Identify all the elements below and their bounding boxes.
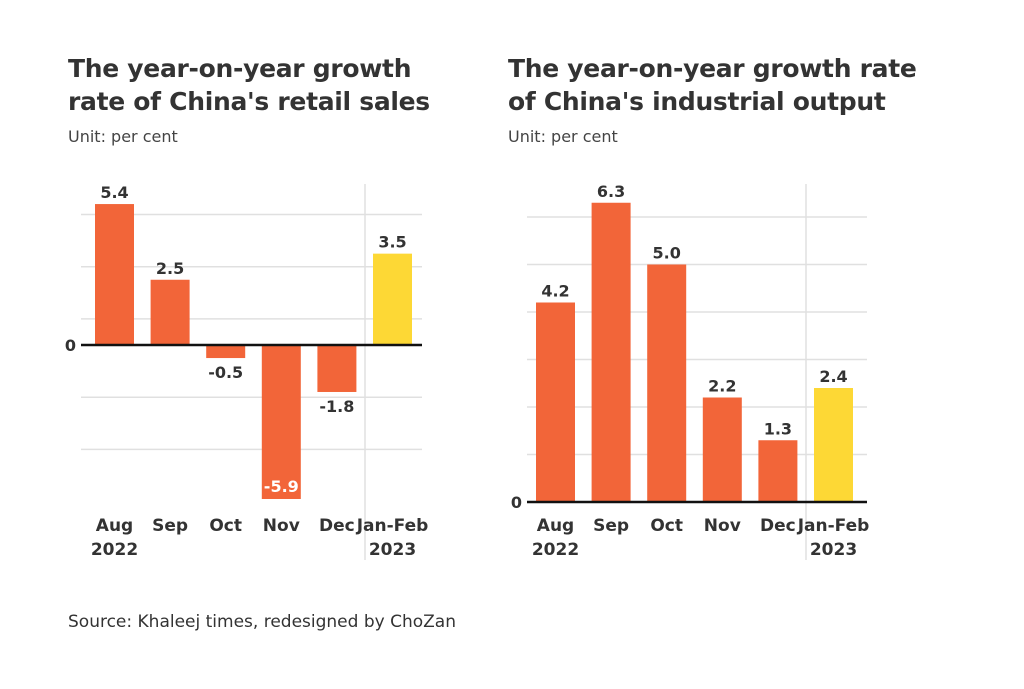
left-chart-title: The year-on-year growth rate of China's … [68,52,430,118]
data-label: 2.2 [708,377,736,396]
data-label: -0.5 [208,363,243,382]
category-label: Oct [650,516,683,536]
data-label: 1.3 [764,419,792,438]
data-label: -1.8 [319,397,354,416]
bar [206,345,246,359]
category-label: Oct [209,516,242,536]
category-year-label: 2022 [532,540,579,560]
bar [814,388,853,502]
source-note: Source: Khaleej times, redesigned by Cho… [68,612,456,632]
category-label: Nov [263,516,300,536]
category-label: Jan-Feb [797,516,870,536]
category-label: Aug [96,516,133,536]
bar [95,204,134,345]
left-unit-label: Unit: per cent [68,127,178,146]
data-label: -5.9 [264,477,299,496]
data-label: 6.3 [597,182,625,201]
bar [150,279,190,345]
category-year-label: 2022 [91,540,138,560]
category-label: Jan-Feb [356,516,429,536]
bar [758,440,798,502]
bar [373,253,412,345]
right-title-line-1: The year-on-year growth rate [508,54,917,83]
right-unit-label: Unit: per cent [508,127,618,146]
category-year-label: 2023 [369,540,416,560]
right-chart-title: The year-on-year growth rate of China's … [508,52,917,118]
bar [647,264,687,502]
bar [591,202,631,502]
data-label: 2.5 [156,259,184,278]
left-title-line-1: The year-on-year growth [68,54,412,83]
category-year-label: 2023 [810,540,857,560]
bar [702,397,742,502]
data-label: 5.0 [653,244,681,263]
bar [536,302,575,502]
category-label: Dec [319,516,355,536]
bar [317,345,357,392]
data-label: 4.2 [541,282,569,301]
category-label: Dec [760,516,796,536]
data-label: 3.5 [378,233,406,252]
category-label: Sep [152,516,188,536]
category-label: Sep [593,516,629,536]
right-title-line-2: of China's industrial output [508,87,886,116]
y-tick-label: 0 [511,493,522,512]
left-title-line-2: rate of China's retail sales [68,87,430,116]
category-label: Aug [537,516,574,536]
category-label: Nov [704,516,741,536]
data-label: 5.4 [100,183,128,202]
bar [261,345,301,499]
y-tick-label: 0 [65,336,76,355]
data-label: 2.4 [819,367,847,386]
